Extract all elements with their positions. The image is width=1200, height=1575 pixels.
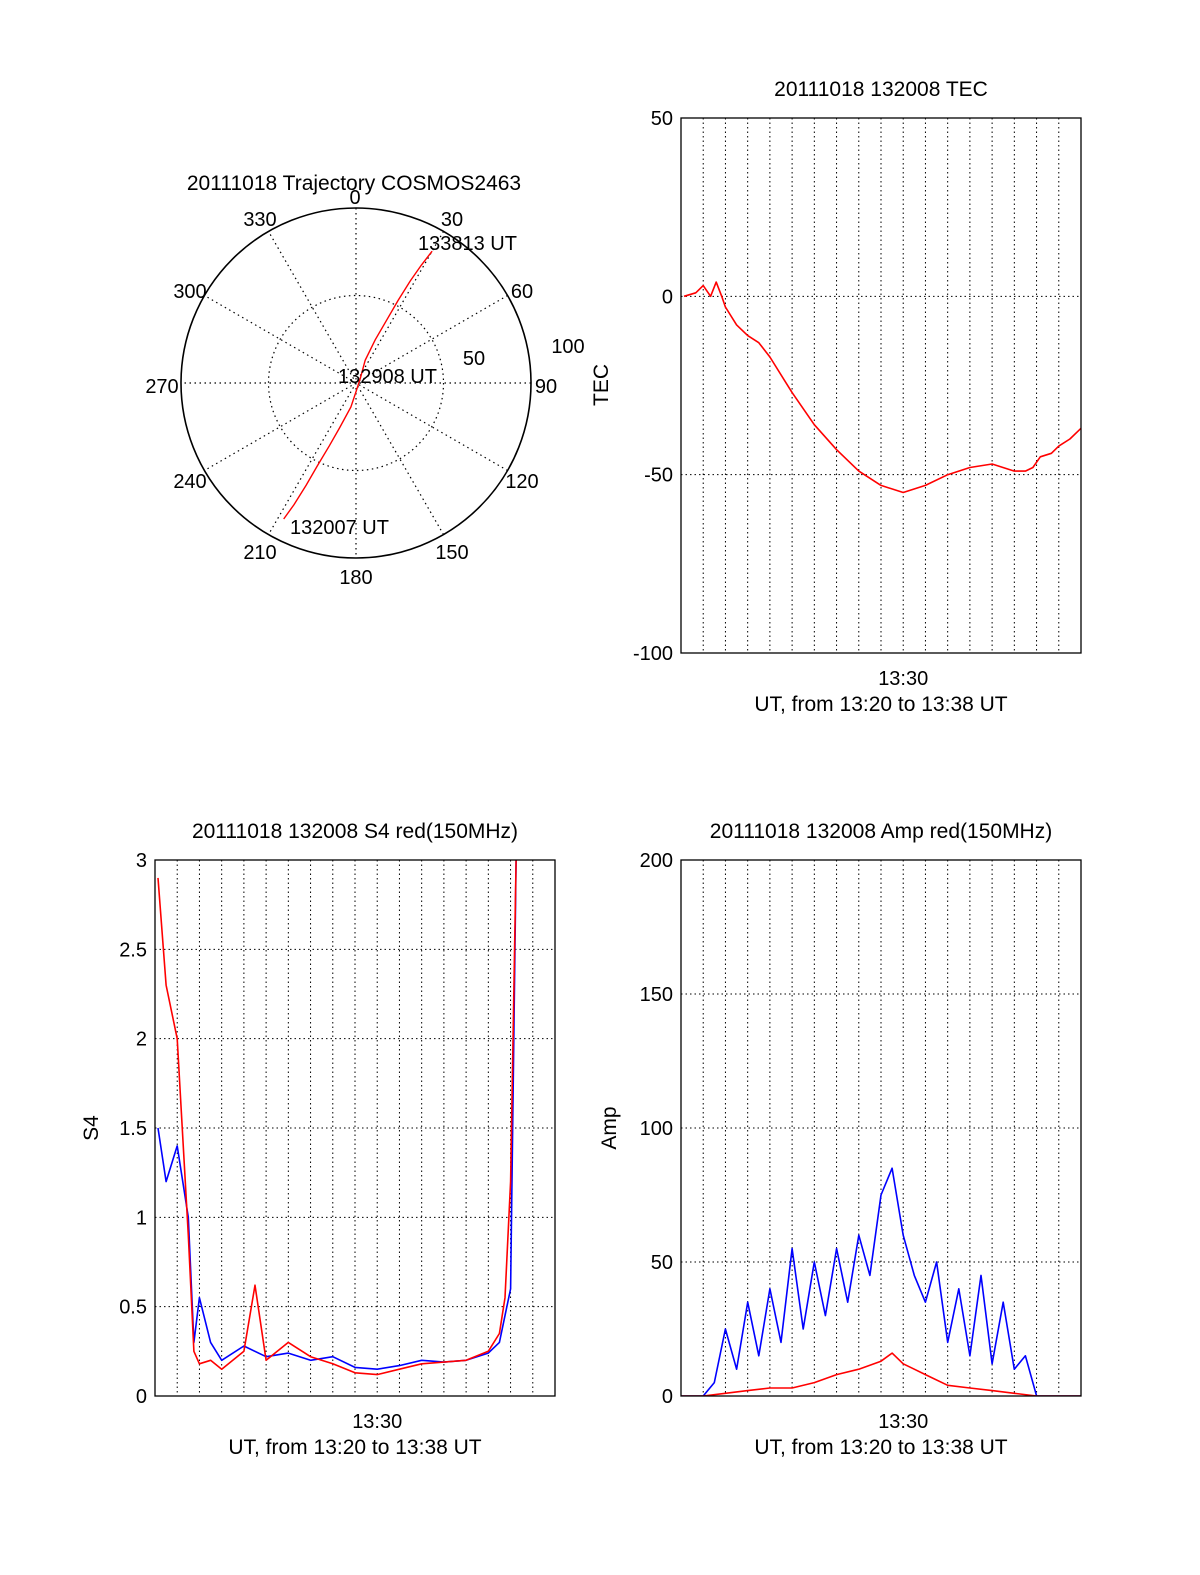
angle-label: 240 — [173, 471, 206, 493]
time-annotation: 133813 UT — [418, 233, 517, 255]
y-tick-label: -50 — [644, 465, 673, 487]
y-tick-label: 2.5 — [119, 939, 147, 961]
chart-title: 20111018 Trajectory COSMOS2463 — [187, 172, 521, 195]
plot-frame — [154, 859, 556, 1397]
angle-label: 150 — [435, 542, 468, 564]
y-tick-label: 1.5 — [119, 1118, 147, 1140]
spoke-grid-line — [267, 231, 445, 535]
y-tick-label: 200 — [640, 850, 673, 872]
angle-label: 180 — [339, 567, 372, 589]
polar-outer-circle — [180, 207, 532, 559]
series-line-blue — [681, 1167, 1081, 1396]
angle-label: 300 — [173, 281, 206, 303]
y-tick-label: 0 — [662, 286, 673, 308]
y-tick-label: 100 — [640, 1118, 673, 1140]
y-tick-label: 150 — [640, 984, 673, 1006]
radius-label: 100 — [551, 336, 584, 358]
series-group — [157, 860, 517, 1376]
series-group — [681, 1167, 1081, 1396]
angle-label: 90 — [535, 376, 557, 398]
series-line-red — [681, 1352, 1081, 1396]
plot-frame — [680, 859, 1082, 1397]
series-line-red — [683, 281, 1081, 494]
chart-title: 20111018 132008 TEC — [774, 78, 988, 101]
amp-panel: 20111018 132008 Amp red(150MHz) 0 50 100 150… — [598, 820, 1082, 1459]
x-axis-label: UT, from 13:20 to 13:38 UT — [228, 1436, 481, 1459]
series-line-blue — [157, 860, 517, 1370]
series-group — [683, 281, 1081, 494]
y-tick-label: 0.5 — [119, 1297, 147, 1319]
y-tick-label: -100 — [633, 643, 673, 665]
chart-title: 20111018 132008 Amp red(150MHz) — [710, 820, 1052, 843]
y-axis-label: TEC — [590, 364, 613, 406]
angle-label: 270 — [145, 376, 178, 398]
y-tick-label: 50 — [651, 108, 673, 130]
series-line-red — [157, 860, 517, 1376]
angle-label: 60 — [511, 281, 533, 303]
radius-label: 50 — [463, 348, 485, 370]
y-tick-label: 1 — [136, 1207, 147, 1229]
s4-panel: 20111018 132008 S4 red(150MHz) 0 0.5 1 1.5 2 2… — [80, 820, 556, 1459]
y-tick-label: 0 — [662, 1386, 673, 1408]
plot-frame — [680, 117, 1082, 654]
x-tick-label: 13:30 — [878, 1411, 928, 1433]
y-tick-label: 3 — [136, 850, 147, 872]
time-annotation: 132908 UT — [338, 366, 437, 388]
angle-label: 330 — [243, 209, 276, 231]
x-tick-label: 13:30 — [878, 668, 928, 690]
angle-label: 0 — [349, 187, 360, 209]
x-tick-label: 13:30 — [352, 1411, 402, 1433]
time-annotation: 132007 UT — [290, 517, 389, 539]
radius-grid-circle — [267, 294, 445, 472]
y-axis-label: S4 — [80, 1115, 103, 1141]
tec-panel: 20111018 132008 TEC -100 -50 0 50 13:30 UT, fr… — [590, 78, 1082, 716]
x-axis-label: UT, from 13:20 to 13:38 UT — [754, 693, 1007, 716]
angle-label: 120 — [505, 471, 538, 493]
chart-title: 20111018 132008 S4 red(150MHz) — [192, 820, 518, 843]
trajectory-line — [283, 250, 433, 520]
x-axis-label: UT, from 13:20 to 13:38 UT — [754, 1436, 1007, 1459]
angle-label: 210 — [243, 542, 276, 564]
angle-label: 30 — [441, 209, 463, 231]
y-tick-label: 2 — [136, 1029, 147, 1051]
y-axis-label: Amp — [598, 1106, 621, 1149]
y-tick-label: 0 — [136, 1386, 147, 1408]
y-tick-label: 50 — [651, 1252, 673, 1274]
